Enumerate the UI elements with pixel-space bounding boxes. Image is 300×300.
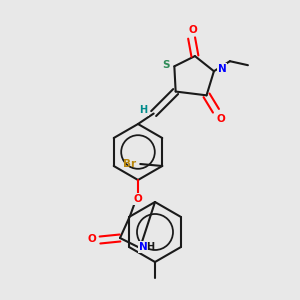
Text: H: H bbox=[146, 242, 154, 252]
Text: Br: Br bbox=[123, 159, 136, 169]
Text: O: O bbox=[88, 234, 96, 244]
Text: O: O bbox=[217, 114, 225, 124]
Text: O: O bbox=[134, 194, 142, 204]
Text: N: N bbox=[139, 242, 147, 252]
Text: O: O bbox=[188, 25, 197, 35]
Text: N: N bbox=[218, 64, 226, 74]
Text: S: S bbox=[163, 60, 170, 70]
Text: H: H bbox=[140, 104, 148, 115]
